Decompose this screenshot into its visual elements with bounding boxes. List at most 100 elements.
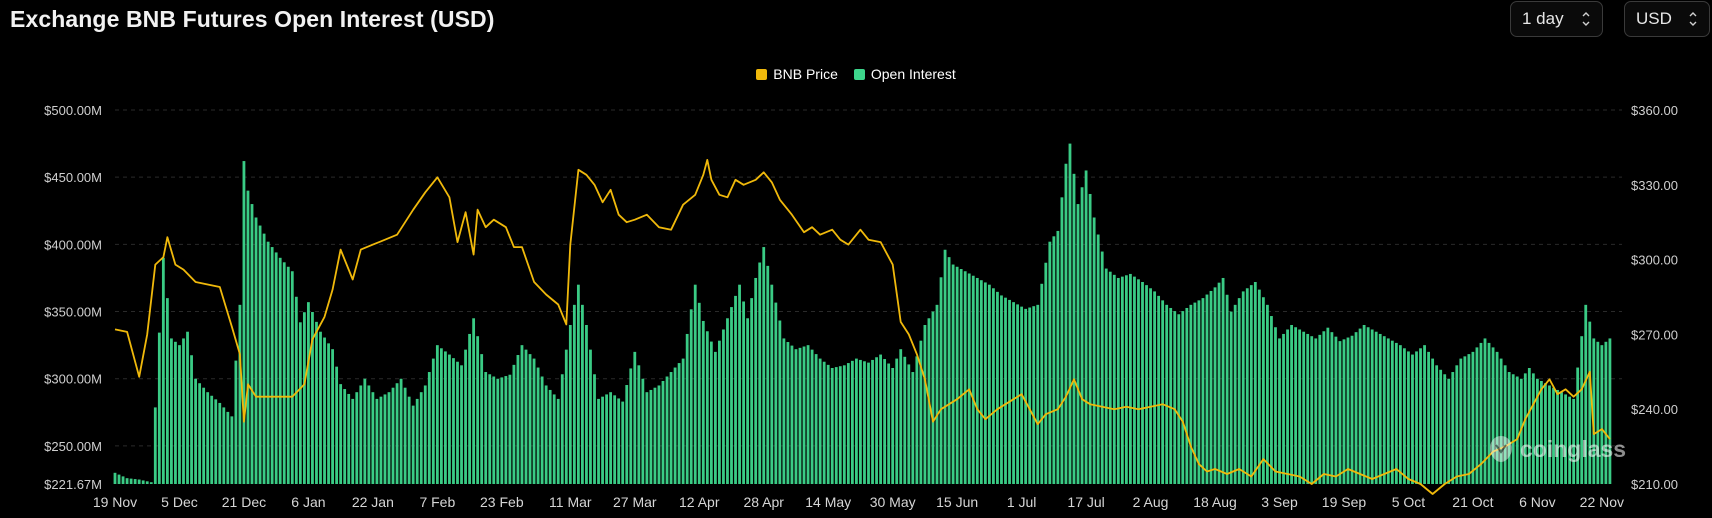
- oi-bar: [331, 349, 334, 484]
- oi-bar: [242, 161, 246, 484]
- oi-bar: [113, 472, 117, 484]
- oi-bar: [1503, 365, 1507, 484]
- oi-bar: [137, 479, 141, 484]
- oi-bar: [383, 394, 387, 484]
- oi-bar: [250, 204, 254, 484]
- x-tick-label: 5 Dec: [161, 494, 198, 510]
- interval-select-value: 1 day: [1522, 9, 1564, 28]
- oi-bar: [266, 241, 270, 484]
- oi-bar: [738, 284, 741, 484]
- oi-bar: [1257, 289, 1261, 484]
- oi-bar: [903, 356, 907, 484]
- oi-bar: [1334, 336, 1338, 484]
- x-tick-label: 5 Oct: [1392, 494, 1426, 510]
- oi-bar: [1088, 193, 1092, 485]
- x-tick-label: 18 Aug: [1193, 494, 1237, 510]
- oi-bar: [1499, 358, 1503, 484]
- oi-bar: [1084, 170, 1088, 485]
- oi-bar: [923, 324, 927, 484]
- oi-bar: [323, 337, 326, 484]
- oi-bar: [935, 304, 939, 484]
- oi-bar: [597, 398, 600, 484]
- x-tick-label: 6 Jan: [291, 494, 325, 510]
- oi-bar: [399, 378, 403, 484]
- legend-label-price: BNB Price: [773, 66, 838, 82]
- oi-bar: [125, 478, 129, 484]
- oi-bar: [327, 343, 330, 484]
- oi-bar: [302, 312, 306, 484]
- y-right-tick-label: $300.00: [1631, 253, 1678, 268]
- x-tick-label: 15 Jun: [936, 494, 978, 510]
- oi-bar: [214, 399, 218, 484]
- oi-bar: [1346, 337, 1350, 484]
- oi-bar: [484, 372, 488, 484]
- oi-bar: [967, 273, 971, 484]
- oi-bar: [1205, 294, 1209, 484]
- oi-bar: [1419, 348, 1422, 484]
- oi-bar: [1415, 351, 1418, 484]
- oi-bar: [178, 345, 181, 484]
- oi-bar: [524, 349, 528, 484]
- oi-bar: [1548, 385, 1551, 484]
- oi-bar: [202, 387, 206, 484]
- oi-bar: [194, 378, 197, 484]
- oi-bar: [1330, 332, 1334, 484]
- oi-bar: [1382, 336, 1386, 484]
- oi-bar: [992, 288, 995, 484]
- oi-bar: [1197, 300, 1201, 484]
- oi-bar: [1286, 329, 1289, 484]
- oi-bar: [1552, 387, 1555, 484]
- oi-bar: [1278, 338, 1281, 484]
- oi-bar: [1290, 324, 1293, 484]
- oi-bar: [149, 482, 153, 484]
- legend-item-open-interest[interactable]: Open Interest: [853, 66, 956, 82]
- oi-bar: [661, 380, 665, 484]
- currency-select[interactable]: USD: [1624, 1, 1710, 37]
- interval-select[interactable]: 1 day: [1510, 1, 1603, 37]
- oi-bar: [1076, 204, 1080, 484]
- y-right-tick-label: $210.00: [1631, 477, 1678, 492]
- oi-bar: [1241, 291, 1245, 484]
- oi-bar: [1036, 304, 1040, 484]
- oi-bar: [1237, 298, 1241, 484]
- oi-bar: [971, 275, 975, 484]
- oi-bar: [826, 364, 830, 484]
- oi-bar: [605, 394, 608, 484]
- x-tick-label: 11 Mar: [549, 494, 592, 510]
- page-title: Exchange BNB Futures Open Interest (USD): [10, 6, 495, 32]
- oi-bar: [645, 392, 649, 484]
- oi-bar: [1439, 369, 1443, 484]
- oi-bar: [637, 365, 641, 484]
- oi-bar: [1153, 291, 1156, 484]
- oi-bar: [186, 331, 189, 484]
- oi-bar: [343, 389, 347, 484]
- oi-bar: [718, 340, 721, 484]
- y-right-tick-label: $360.00: [1631, 103, 1678, 118]
- oi-bar: [1229, 311, 1233, 484]
- legend-item-price[interactable]: BNB Price: [756, 66, 838, 82]
- oi-bar: [613, 395, 617, 484]
- y-left-tick-label: $250.00M: [44, 439, 102, 454]
- oi-bar: [987, 284, 991, 484]
- oi-bar: [439, 348, 443, 484]
- oi-bar: [1427, 351, 1430, 484]
- oi-bar: [850, 360, 854, 484]
- oi-bar: [778, 320, 782, 484]
- oi-bar: [246, 190, 250, 484]
- oi-bar: [939, 277, 943, 484]
- oi-bar: [1459, 358, 1463, 484]
- oi-bar: [1120, 276, 1124, 484]
- oi-bar: [657, 385, 661, 484]
- oi-bar: [452, 358, 455, 484]
- oi-bar: [1455, 365, 1459, 484]
- oi-bar: [722, 329, 725, 484]
- oi-bar: [1032, 306, 1036, 484]
- oi-bar: [448, 354, 451, 484]
- oi-bar: [1495, 351, 1499, 484]
- oi-bar: [979, 280, 983, 484]
- oi-bar: [1423, 345, 1426, 484]
- oi-bar: [1044, 262, 1048, 484]
- oi-bar: [1338, 341, 1342, 484]
- oi-bar: [1189, 304, 1193, 484]
- oi-bar: [222, 407, 226, 484]
